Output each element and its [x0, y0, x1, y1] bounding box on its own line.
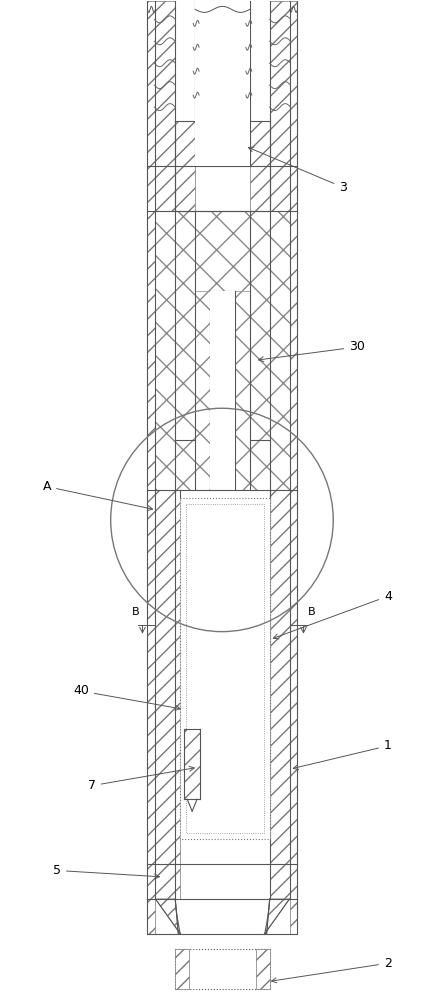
Bar	[195, 1, 249, 121]
Bar	[175, 211, 195, 490]
Bar	[147, 166, 155, 211]
Bar	[155, 211, 175, 490]
Bar	[175, 490, 180, 864]
Bar	[269, 211, 289, 490]
Bar	[195, 1, 249, 121]
Bar	[249, 121, 269, 211]
Bar	[195, 1, 249, 166]
Text: 2: 2	[271, 957, 391, 983]
Bar	[269, 864, 289, 899]
Bar	[195, 211, 249, 291]
Bar	[175, 121, 195, 211]
Bar	[255, 949, 269, 989]
Text: 30: 30	[258, 340, 364, 362]
Bar	[155, 490, 175, 864]
Text: 5: 5	[53, 864, 159, 879]
Bar	[175, 949, 189, 989]
Bar	[289, 1, 297, 166]
Bar	[186, 504, 263, 833]
Bar	[269, 490, 289, 864]
Bar	[289, 166, 297, 211]
Text: 40: 40	[73, 684, 180, 710]
Bar	[147, 490, 155, 864]
Bar	[249, 211, 269, 490]
Polygon shape	[155, 899, 180, 934]
Bar	[155, 864, 175, 899]
Bar	[147, 899, 155, 934]
Bar	[155, 166, 175, 211]
Text: B: B	[307, 607, 314, 617]
Bar	[289, 864, 297, 899]
Polygon shape	[264, 899, 289, 934]
Bar	[147, 1, 155, 166]
Bar	[234, 291, 249, 490]
Bar	[184, 729, 200, 799]
Text: B: B	[131, 607, 139, 617]
Text: 4: 4	[273, 590, 391, 639]
Bar	[289, 490, 297, 864]
Text: 7: 7	[88, 766, 194, 792]
Bar	[180, 498, 269, 839]
Bar	[210, 291, 234, 490]
Bar	[195, 291, 210, 490]
Bar	[289, 899, 297, 934]
Bar	[289, 211, 297, 490]
Text: 1: 1	[293, 739, 391, 770]
Text: A: A	[43, 480, 152, 511]
Bar	[147, 864, 155, 899]
Bar	[269, 166, 289, 211]
Bar	[147, 211, 155, 490]
Text: 3: 3	[248, 147, 346, 194]
Bar	[155, 1, 175, 166]
Bar	[175, 864, 180, 899]
Bar	[269, 1, 289, 166]
